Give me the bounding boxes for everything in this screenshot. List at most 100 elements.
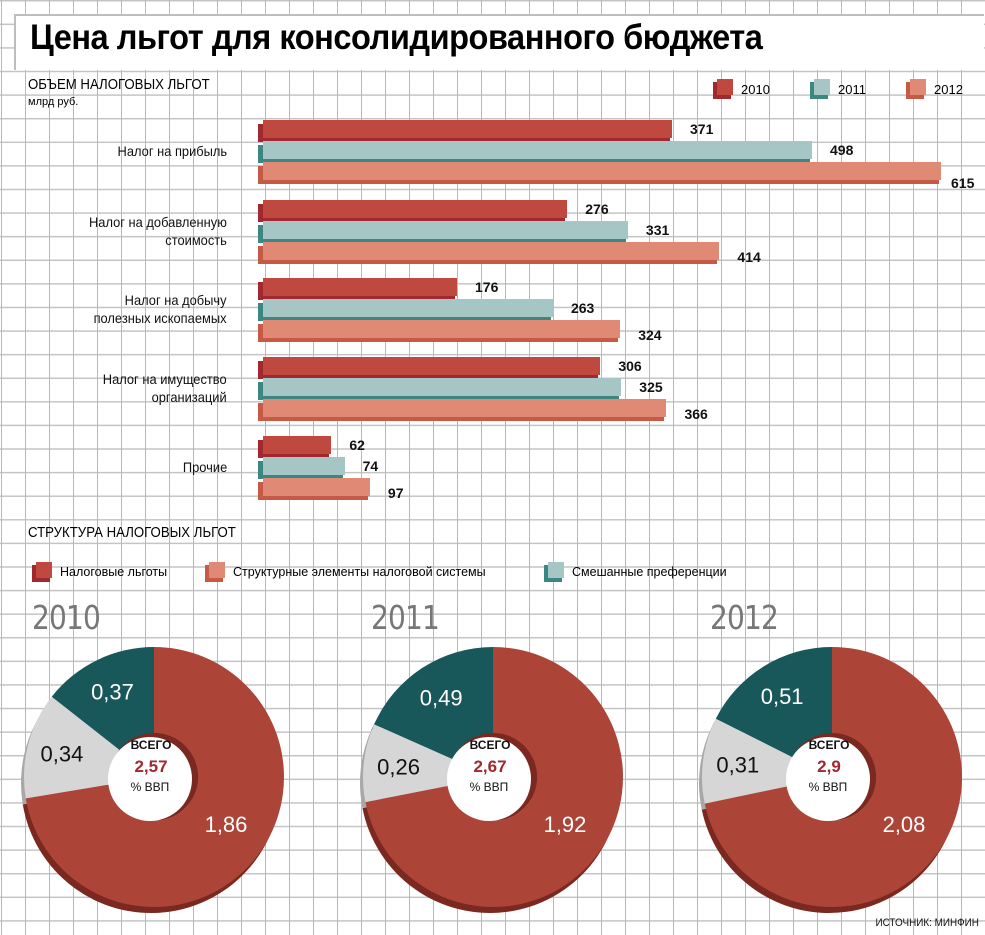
- bar-value-label: 176: [475, 279, 499, 295]
- donut-legend-swatch-bottom: [34, 577, 50, 582]
- bar-2012: [258, 478, 370, 500]
- bar-face: [263, 320, 621, 338]
- donut-total-value: 2,67: [473, 757, 506, 776]
- bar-face: [263, 200, 568, 218]
- bar-face: [263, 436, 332, 454]
- category-label-line: Налог на добавленную: [89, 213, 227, 230]
- legend-label: 2011: [838, 81, 866, 97]
- bar-2010: [258, 200, 568, 222]
- bar-underside: [263, 375, 599, 379]
- bar-edge: [258, 324, 263, 342]
- bar-edge: [258, 382, 263, 400]
- bar-face: [263, 278, 458, 296]
- category-label-line: Налог на прибыль: [117, 142, 227, 159]
- legend-swatch-2012-front: [910, 79, 926, 95]
- bar-face: [263, 478, 370, 496]
- bar-edge: [258, 461, 263, 479]
- category-label: Налог на добычу полезных ископаемых: [94, 291, 227, 327]
- bar-value-label: 62: [349, 437, 365, 453]
- legend-swatch-2010-side: [713, 82, 718, 99]
- category-label: Налог на прибыль: [117, 142, 227, 160]
- legend-swatch-2010-front: [717, 79, 733, 95]
- bar-edge: [258, 225, 263, 243]
- donut-legend-swatch: [544, 562, 564, 582]
- bar-value-label: 324: [638, 327, 662, 343]
- bar-2011: [258, 299, 553, 321]
- bar-face: [263, 162, 941, 180]
- page-title: Цена льгот для консолидированного бюджет…: [30, 18, 763, 57]
- donut-center-label-top: ВСЕГО: [809, 738, 850, 752]
- bar-face: [263, 457, 345, 475]
- bar-2012: [258, 399, 667, 421]
- donut-legend-label: Структурные элементы налоговой системы: [233, 565, 486, 579]
- donut-legend-swatch-front: [548, 562, 564, 578]
- donut-slice-label: 1,86: [205, 812, 248, 837]
- legend-item-2010: 2010: [713, 79, 770, 99]
- donut-slice-label: 0,49: [420, 685, 463, 710]
- bar-2011: [258, 457, 345, 479]
- donut-slice-label: 0,34: [41, 741, 84, 766]
- donut-center-label-top: ВСЕГО: [131, 738, 172, 752]
- bar-underside: [263, 496, 368, 500]
- donut-hole: [108, 737, 192, 821]
- donut-slice: [374, 647, 493, 760]
- legend-swatch-2011: [810, 79, 830, 99]
- bar-underside: [263, 396, 620, 400]
- legend-item-2011: 2011: [810, 79, 866, 99]
- bar-2012: [258, 320, 621, 342]
- donut-slice-label: 0,51: [761, 684, 804, 709]
- bar-underside: [263, 239, 626, 243]
- bar-face: [263, 141, 812, 159]
- donut-slice: [25, 647, 285, 907]
- bar-edge: [258, 361, 263, 379]
- donut-year-label: 2010: [32, 598, 101, 637]
- donut-slice-label: 2,08: [883, 812, 926, 837]
- donut-hole: [786, 737, 870, 821]
- donut-slice: [51, 647, 154, 750]
- bar-face: [263, 221, 628, 239]
- legend-swatch-2010: [713, 79, 733, 99]
- donut-hole: [447, 737, 531, 821]
- bar-value-label: 371: [690, 121, 714, 137]
- bar-edge: [258, 166, 263, 184]
- donut-total-value: 2,9: [817, 757, 841, 776]
- bar-value-label: 414: [737, 249, 761, 265]
- bar-value-label: 74: [362, 458, 379, 474]
- bar-face: [263, 242, 720, 260]
- legend-swatch-2010-bottom: [715, 94, 731, 99]
- bar-edge: [258, 204, 263, 222]
- legend-swatch-2011-front: [814, 79, 830, 95]
- donut-slice-label: 0,37: [91, 680, 134, 705]
- bar-2010: [258, 120, 672, 142]
- bar-value-label: 276: [585, 201, 609, 217]
- bar-face: [263, 357, 601, 375]
- category-label-line: стоимость: [165, 231, 227, 248]
- donut-year-label: 2012: [710, 598, 779, 637]
- category-label-line: Прочие: [182, 458, 227, 475]
- bar-2011: [258, 378, 622, 400]
- legend-label: 2010: [741, 81, 770, 97]
- donut-legend-item: Структурные элементы налоговой системы: [205, 562, 486, 582]
- bar-underside: [263, 475, 343, 479]
- bar-underside: [263, 138, 670, 142]
- donut-slice: [365, 647, 624, 908]
- category-label-line: полезных ископаемых: [94, 309, 227, 326]
- donut-legend-label: Налоговые льготы: [60, 565, 168, 579]
- bar-2011: [258, 221, 628, 243]
- bar-edge: [258, 403, 263, 421]
- bar-value-label: 325: [639, 379, 663, 395]
- donut-legend-swatch-side: [544, 565, 549, 582]
- donut-slice-label: 0,26: [377, 754, 420, 779]
- bar-edge: [258, 124, 263, 142]
- donut-legend-swatch-front: [36, 562, 52, 578]
- bar-value-label: 366: [684, 406, 708, 422]
- bar-2010: [258, 357, 601, 379]
- bar-value-label: 306: [618, 358, 642, 374]
- donut-legend-swatch: [205, 562, 225, 582]
- donut-legend-swatch-bottom: [207, 577, 223, 582]
- bar-underside: [263, 260, 718, 264]
- donut-legend-label: Смешанные преференции: [572, 565, 727, 579]
- bar-value-label: 498: [830, 142, 854, 158]
- bar-2011: [258, 141, 812, 163]
